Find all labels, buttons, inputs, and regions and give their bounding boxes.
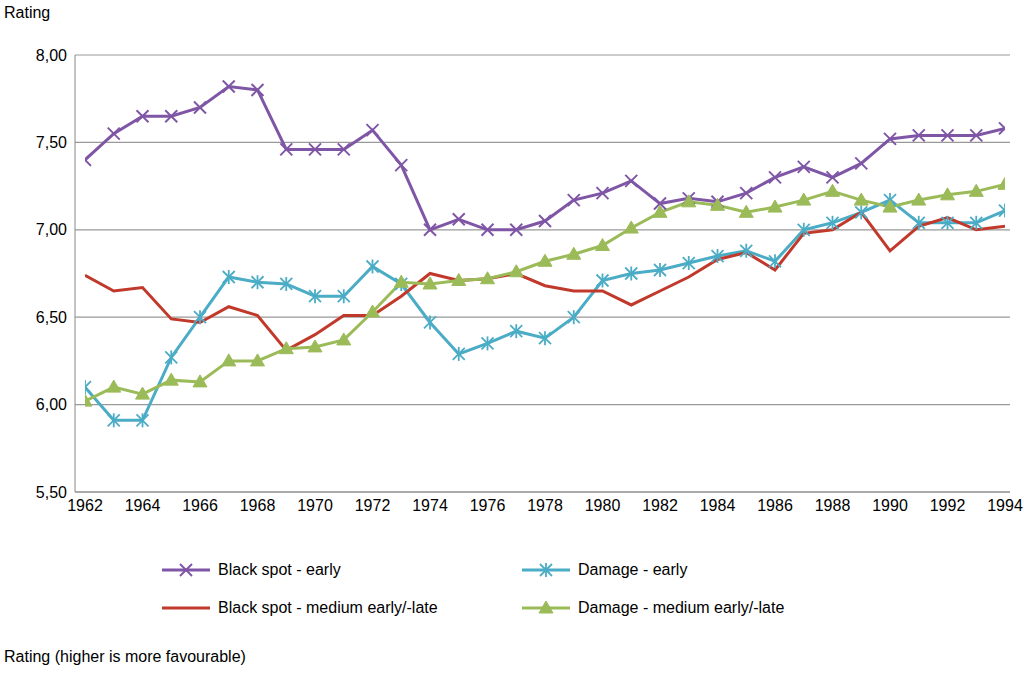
- svg-text:8,00: 8,00: [36, 47, 67, 64]
- svg-text:1962: 1962: [67, 497, 103, 514]
- svg-text:1984: 1984: [700, 497, 736, 514]
- svg-text:1988: 1988: [815, 497, 851, 514]
- svg-text:1990: 1990: [872, 497, 908, 514]
- html-text:Rating: Rating: [4, 4, 51, 21]
- svg-text:1970: 1970: [297, 497, 333, 514]
- svg-text:5,50: 5,50: [36, 484, 67, 501]
- svg-text:1968: 1968: [240, 497, 276, 514]
- svg-text:6,00: 6,00: [36, 396, 67, 413]
- html-text:Damage - early: Damage - early: [578, 561, 688, 578]
- svg-text:7,00: 7,00: [36, 221, 67, 238]
- svg-text:6,50: 6,50: [36, 309, 67, 326]
- svg-text:1982: 1982: [642, 497, 678, 514]
- html-text:Black spot - early: Black spot - early: [218, 561, 341, 578]
- svg-text:1964: 1964: [125, 497, 161, 514]
- svg-text:1994: 1994: [987, 497, 1016, 514]
- svg-text:1978: 1978: [527, 497, 563, 514]
- svg-text:1986: 1986: [757, 497, 793, 514]
- svg-text:7,50: 7,50: [36, 134, 67, 151]
- html-text:Rating (higher is more favoura: Rating (higher is more favourable): [4, 648, 246, 665]
- html-text:Black spot - medium early/-lat: Black spot - medium early/-late: [218, 599, 438, 616]
- svg-text:1966: 1966: [182, 497, 218, 514]
- svg-text:1976: 1976: [470, 497, 506, 514]
- html-text:Damage - medium early/-late: Damage - medium early/-late: [578, 599, 785, 616]
- svg-text:1992: 1992: [930, 497, 966, 514]
- svg-text:1974: 1974: [412, 497, 448, 514]
- svg-text:1980: 1980: [585, 497, 621, 514]
- svg-text:1972: 1972: [355, 497, 391, 514]
